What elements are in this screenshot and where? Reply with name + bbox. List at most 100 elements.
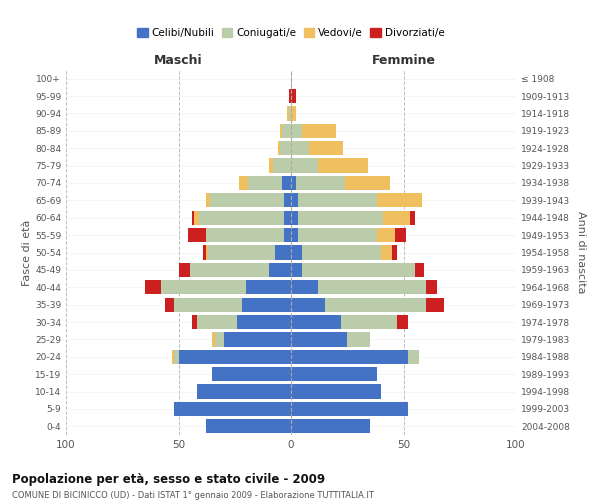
Y-axis label: Anni di nascita: Anni di nascita [575,211,586,294]
Bar [165,298,174,312]
Text: Maschi: Maschi [154,54,203,66]
Bar [291,315,341,329]
Bar [298,228,377,242]
Bar [318,280,426,294]
Bar [210,193,284,208]
Bar [291,210,298,225]
Bar [383,210,410,225]
Bar [194,210,199,225]
Bar [284,228,291,242]
Bar [280,124,282,138]
Bar [284,193,291,208]
Bar [302,124,336,138]
Bar [212,332,215,346]
Bar [248,176,282,190]
Bar [426,298,444,312]
Bar [237,315,291,329]
Bar [291,158,318,172]
Bar [212,367,291,382]
Bar [197,315,237,329]
Bar [280,141,291,156]
Bar [291,141,309,156]
Bar [287,106,289,120]
Bar [291,89,296,103]
Y-axis label: Fasce di età: Fasce di età [22,220,32,286]
Text: COMUNE DI BICINICCO (UD) - Dati ISTAT 1° gennaio 2009 - Elaborazione TUTTITALIA.: COMUNE DI BICINICCO (UD) - Dati ISTAT 1°… [12,491,374,500]
Bar [302,246,381,260]
Bar [291,384,381,398]
Bar [309,141,343,156]
Bar [273,158,291,172]
Bar [179,350,291,364]
Bar [275,246,291,260]
Bar [161,280,246,294]
Bar [291,280,318,294]
Bar [426,280,437,294]
Bar [298,193,377,208]
Bar [291,350,408,364]
Bar [318,158,367,172]
Bar [408,350,419,364]
Bar [341,315,397,329]
Bar [291,298,325,312]
Bar [302,263,415,277]
Bar [246,280,291,294]
Bar [291,106,296,120]
Bar [282,124,291,138]
Bar [199,210,284,225]
Bar [325,298,426,312]
Bar [208,246,275,260]
Bar [269,158,273,172]
Bar [291,367,377,382]
Bar [284,210,291,225]
Bar [291,332,347,346]
Bar [377,193,421,208]
Bar [397,315,408,329]
Bar [291,124,302,138]
Legend: Celibi/Nubili, Coniugati/e, Vedovi/e, Divorziati/e: Celibi/Nubili, Coniugati/e, Vedovi/e, Di… [133,24,449,42]
Bar [192,315,197,329]
Bar [179,263,190,277]
Bar [205,228,284,242]
Bar [395,228,406,242]
Bar [392,246,397,260]
Bar [190,263,269,277]
Bar [241,298,291,312]
Bar [172,350,174,364]
Bar [291,246,302,260]
Bar [291,402,408,416]
Bar [298,210,383,225]
Bar [205,193,210,208]
Bar [269,263,291,277]
Bar [291,263,302,277]
Bar [289,106,291,120]
Bar [345,176,390,190]
Bar [296,176,345,190]
Bar [277,141,280,156]
Bar [205,246,208,260]
Bar [291,228,298,242]
Bar [289,89,291,103]
Bar [197,384,291,398]
Bar [239,176,248,190]
Bar [205,419,291,434]
Bar [377,228,395,242]
Bar [291,193,298,208]
Bar [174,402,291,416]
Bar [410,210,415,225]
Bar [174,350,179,364]
Text: Popolazione per età, sesso e stato civile - 2009: Popolazione per età, sesso e stato civil… [12,472,325,486]
Bar [282,176,291,190]
Bar [187,228,205,242]
Bar [174,298,241,312]
Text: Femmine: Femmine [371,54,436,66]
Bar [381,246,392,260]
Bar [291,176,296,190]
Bar [347,332,370,346]
Bar [145,280,161,294]
Bar [291,419,370,434]
Bar [192,210,194,225]
Bar [223,332,291,346]
Bar [415,263,424,277]
Bar [203,246,205,260]
